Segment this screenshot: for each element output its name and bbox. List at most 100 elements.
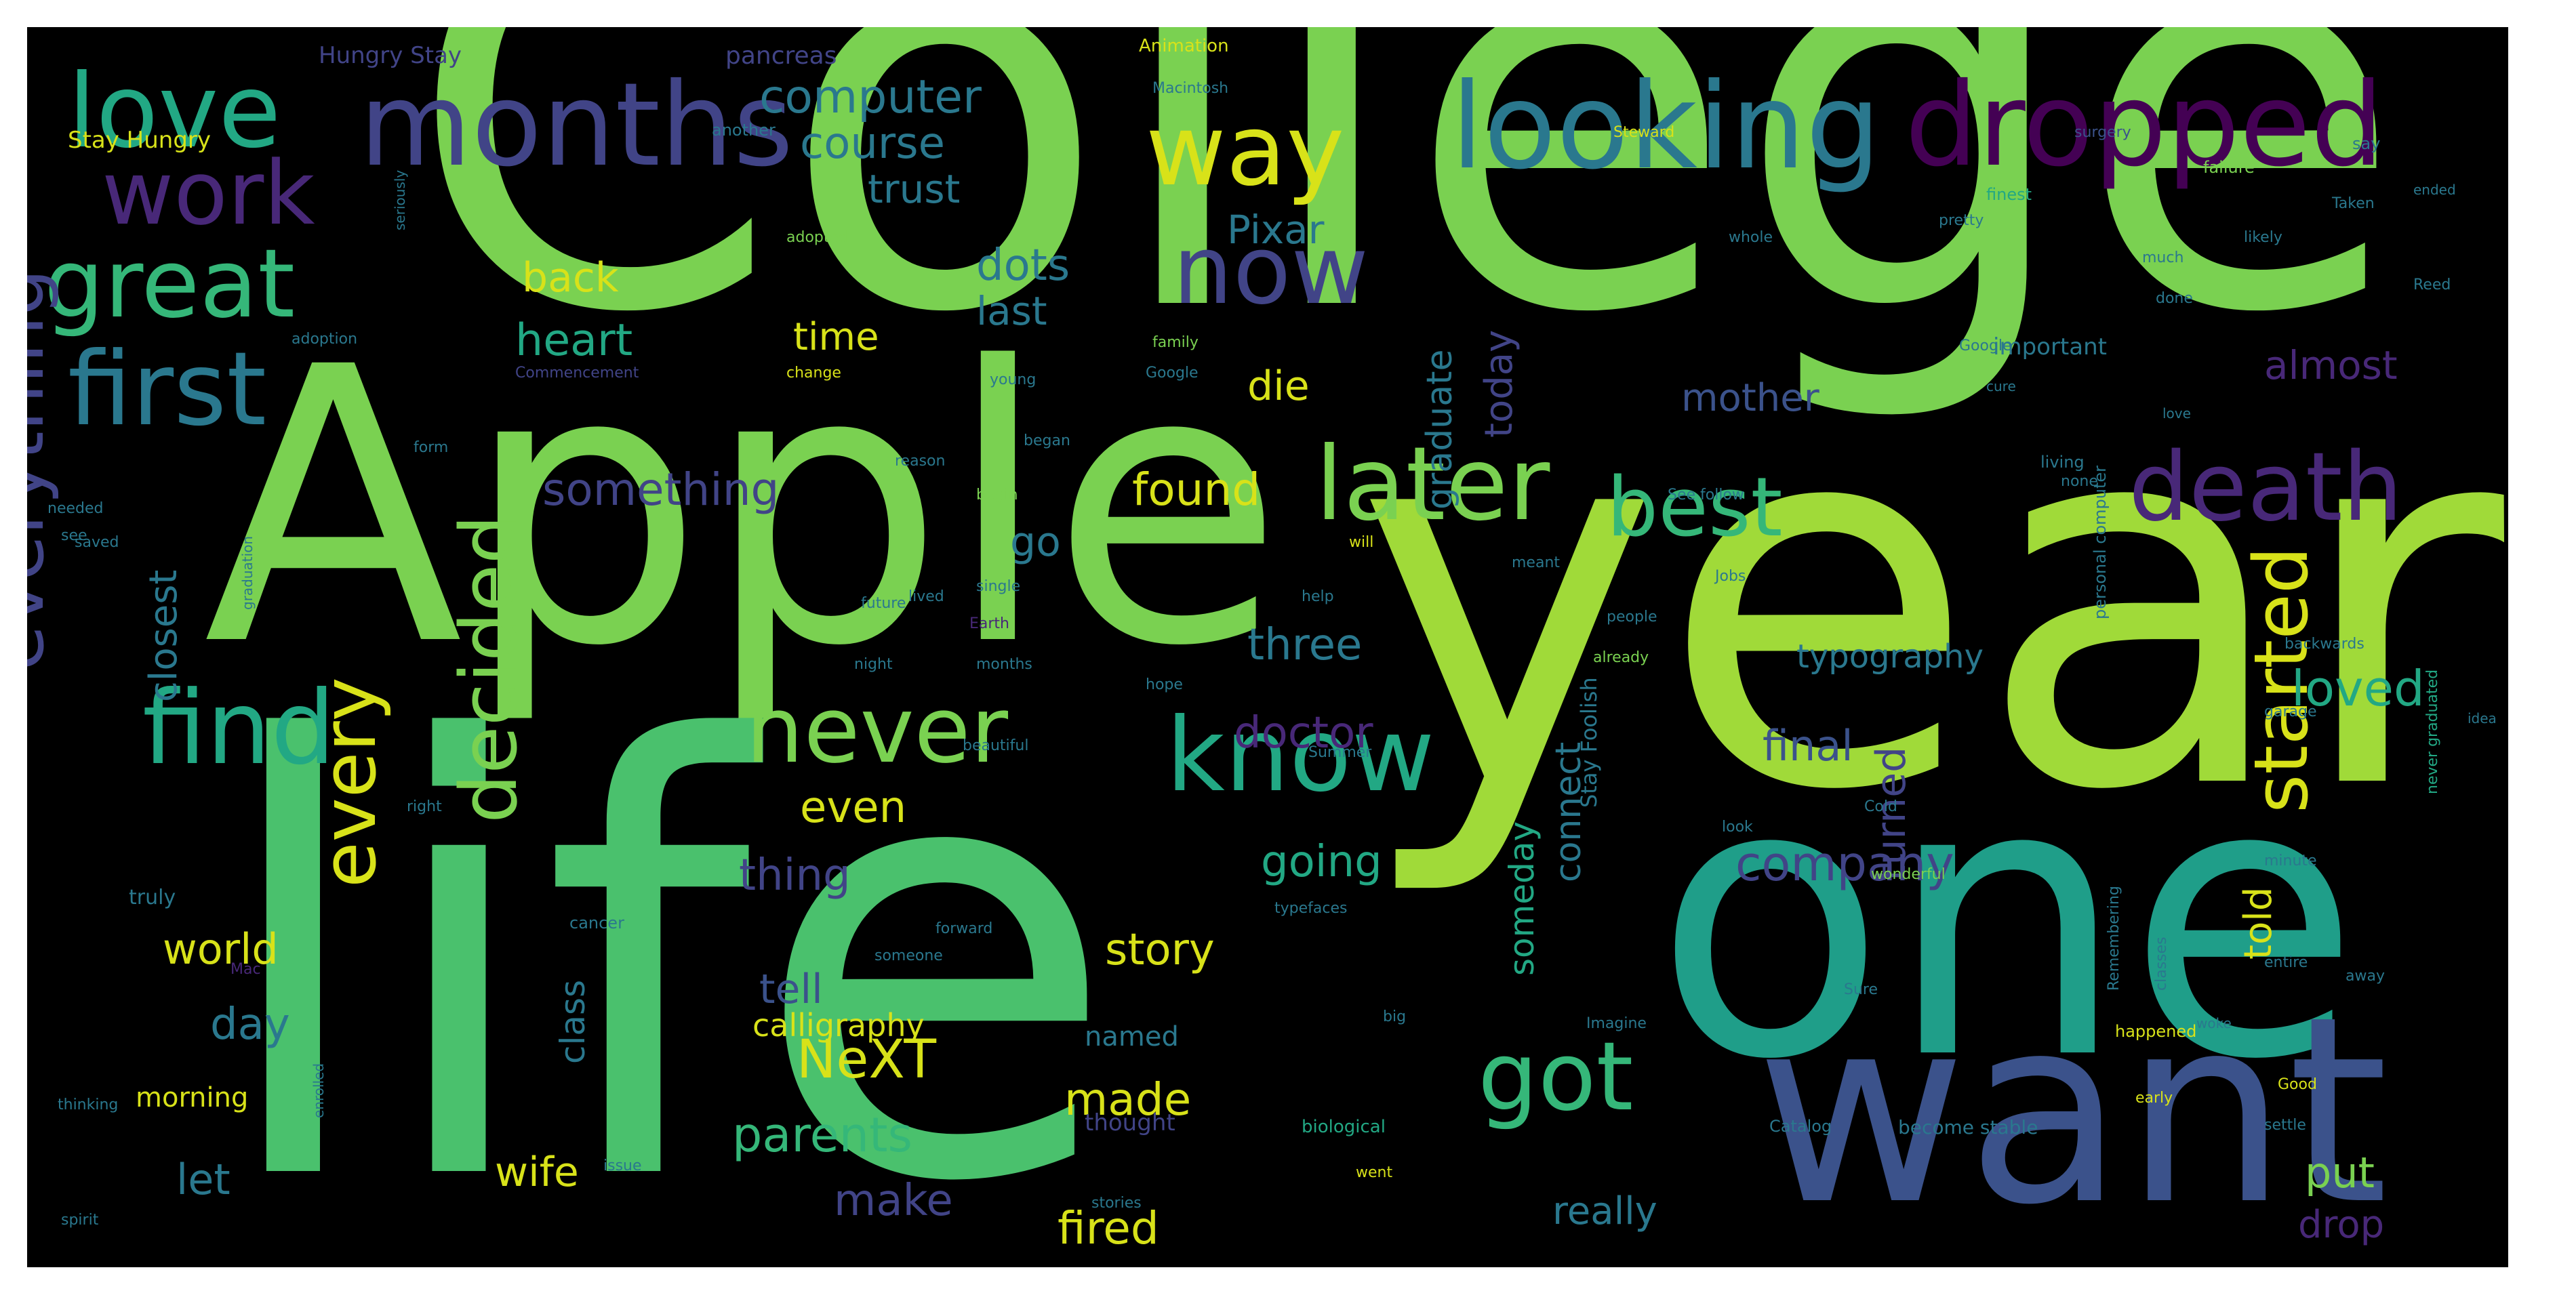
cloud-word: months [359,58,794,192]
cloud-word: trust [868,166,961,212]
cloud-word: idea [2468,710,2497,726]
cloud-word: pretty [1939,212,1984,229]
cloud-word: put [2305,1148,2375,1197]
cloud-word: failure [2203,158,2255,177]
cloud-word: closest [142,569,186,702]
cloud-word: months [976,656,1032,673]
cloud-word: see [61,527,87,544]
cloud-word: See follow [1668,487,1744,504]
cloud-word: almost [2264,342,2398,388]
cloud-word: Google [1146,365,1199,382]
cloud-word: graduation [239,535,256,610]
cloud-word: three [1247,620,1363,670]
cloud-word: let [176,1155,230,1204]
cloud-word: family [1152,334,1199,351]
cloud-word: tell [759,966,823,1013]
cloud-word: Steward [1613,124,1675,141]
cloud-word: heart [515,315,633,366]
cloud-word: Hungry Stay [319,42,462,69]
cloud-word: dropped [1905,58,2384,192]
cloud-word: woke [2196,1015,2232,1031]
cloud-word: story [1105,925,1215,975]
cloud-word: die [1247,363,1310,410]
cloud-word: morning [136,1082,249,1113]
cloud-word: decided [444,514,535,823]
cloud-word: looking [1451,58,1881,196]
cloud-word: wonderful [1871,866,1946,883]
cloud-word: great [44,229,296,340]
cloud-word: done [2156,290,2193,307]
cloud-word: Imagine [1586,1015,1647,1032]
cloud-word: something [542,464,780,516]
cloud-word: parents [732,1107,912,1163]
cloud-word: beautiful [963,737,1029,754]
cloud-word: got [1478,1022,1634,1132]
cloud-word: fired [1058,1202,1159,1254]
cloud-word: Apple [203,287,1285,729]
cloud-word: help [1302,588,1334,605]
cloud-word: never graduated [2424,669,2441,794]
cloud-word: go [1010,518,1061,566]
cloud-word: mother [1681,376,1819,420]
cloud-word: minute [2264,853,2317,869]
cloud-word: will [1349,534,1374,551]
cloud-word: later [1315,426,1550,543]
cloud-word: classes [2153,937,2170,991]
cloud-word: away [2346,968,2385,985]
cloud-word: single [976,578,1021,595]
cloud-word: someday [1502,821,1542,976]
cloud-word: wife [495,1149,579,1196]
cloud-word: make [834,1176,953,1226]
cloud-word: Taken [2332,195,2375,212]
cloud-word: back [522,254,619,302]
cloud-word: made [1064,1073,1192,1126]
cloud-word: going [1261,837,1382,887]
cloud-word: change [786,365,841,382]
cloud-word: time [793,315,879,359]
cloud-word: love [68,53,281,171]
cloud-word: company [1735,836,1954,892]
cloud-word: named [1085,1021,1179,1052]
cloud-word: year [1354,304,2504,903]
cloud-word: Animation [1139,36,1229,56]
cloud-word: Catalog [1769,1117,1832,1136]
cloud-word: love [2162,405,2191,422]
cloud-word: one [1654,701,2361,1143]
cloud-word: hope [1146,676,1183,693]
cloud-word: garage [2264,703,2317,720]
cloud-word: cure [1986,378,2016,394]
cloud-word: found [1132,464,1261,516]
cloud-word: whole [1729,229,1773,246]
cloud-word: ended [2413,182,2456,198]
cloud-word: look [1722,819,1753,836]
cloud-word: every [306,677,393,888]
cloud-word: told [2236,886,2280,960]
cloud-word: already [1593,649,1649,666]
cloud-word: young [990,371,1037,388]
cloud-word: night [854,656,893,673]
cloud-word: say [2352,134,2381,153]
cloud-word: likely [2244,229,2282,246]
cloud-word: reason [895,453,946,470]
cloud-word: Pixar [1227,207,1325,253]
cloud-word: first [68,331,267,449]
cloud-word: thought [1085,1109,1175,1136]
cloud-word: Reed [2413,276,2451,293]
cloud-word: adopted [786,229,848,246]
cloud-word: even [800,783,907,833]
cloud-word: Stay Foolish [1576,677,1602,808]
cloud-word: Summer [1308,744,1372,761]
cloud-word: last [976,288,1047,334]
cloud-word: work [102,142,315,245]
cloud-word: began [1024,432,1070,449]
cloud-word: class [553,979,592,1064]
cloud-word: spirit [61,1212,99,1229]
cloud-word: right [407,798,442,815]
cloud-word: Jobs [1715,568,1746,585]
cloud-word: Remembering [2106,886,2122,991]
cloud-word: enrolled [310,1063,327,1118]
cloud-word: went [1356,1164,1393,1181]
cloud-word: issue [603,1157,642,1174]
cloud-word: really [1552,1189,1657,1233]
cloud-word: Mac [230,961,261,978]
